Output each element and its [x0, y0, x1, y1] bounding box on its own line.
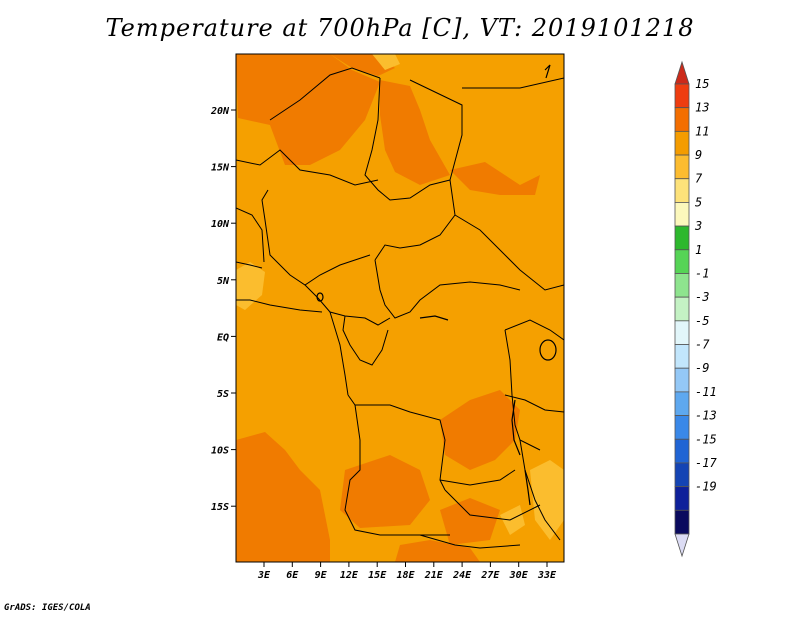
- lat-tick-label: 5N: [217, 276, 230, 287]
- map-frame: [235, 53, 565, 563]
- lon-tick-label: 30E: [509, 570, 529, 581]
- lat-tick-label: 15N: [211, 163, 230, 174]
- lon-tick-label: 27E: [480, 570, 500, 581]
- lon-tick-label: 15E: [368, 570, 387, 581]
- longitude-axis: 3E 6E 9E 12E 15E 18E 21E 24E 27E 30E 33E: [257, 562, 557, 581]
- colorbar-segment: [674, 83, 690, 109]
- colorbar-label: 13: [695, 101, 709, 115]
- warm-region: [380, 80, 450, 185]
- colorbar-label: -1: [695, 266, 709, 280]
- lat-tick-label: 5S: [217, 389, 229, 400]
- colorbar-label: -7: [695, 338, 710, 352]
- warm-region: [395, 540, 480, 562]
- lat-tick-label: 10S: [211, 446, 229, 457]
- lon-tick-label: 18E: [396, 570, 415, 581]
- colorbar-label: -15: [695, 432, 717, 446]
- colorbar-segment: [674, 273, 690, 298]
- colorbar-segment: [674, 154, 690, 180]
- colorbar-label: 5: [695, 195, 702, 209]
- lat-tick-label: 10N: [211, 219, 230, 230]
- colorbar-segment: [674, 415, 690, 440]
- lon-tick-label: 33E: [537, 570, 557, 581]
- colorbar-segment: [674, 486, 690, 511]
- warm-region: [440, 498, 500, 545]
- lon-tick-label: 6E: [286, 570, 299, 581]
- colorbar-segment: [674, 130, 690, 156]
- colorbar-label: -19: [695, 480, 717, 494]
- colorbar-label: 3: [694, 219, 702, 233]
- colorbar-bottom-arrow: [674, 533, 690, 558]
- colorbar-label: 15: [695, 77, 709, 91]
- colorbar-segment: [674, 391, 690, 416]
- colorbar-segment: [674, 438, 690, 464]
- lon-tick-label: 12E: [340, 570, 359, 581]
- colorbar-label: -9: [695, 361, 709, 375]
- latitude-axis: 20N 15N 10N 5N EQ 5S 10S 15S: [210, 106, 236, 513]
- colorbar-label: -11: [695, 385, 717, 399]
- colorbar-label: 9: [695, 148, 702, 162]
- lat-tick-label: 15S: [211, 502, 229, 513]
- colorbar-label: -3: [695, 290, 709, 304]
- lon-tick-label: 9E: [315, 570, 328, 581]
- colorbar-segment: [674, 320, 690, 345]
- cool-region: [530, 460, 564, 540]
- colorbar-label: 7: [695, 172, 703, 186]
- colorbar-segment: [674, 367, 690, 393]
- cool-region: [500, 505, 525, 535]
- cool-region: [372, 54, 400, 70]
- colorbar-segment: [674, 178, 690, 203]
- chart-title: Temperature at 700hPa [C], VT: 201910121…: [105, 14, 695, 42]
- warm-region: [450, 162, 540, 195]
- lat-tick-label: 20N: [210, 106, 230, 117]
- colorbar-segment: [674, 462, 690, 488]
- colorbar-label: -13: [695, 409, 717, 423]
- colorbar-label: -17: [695, 456, 717, 470]
- lon-tick-label: 24E: [452, 570, 472, 581]
- lakes: [316, 64, 557, 506]
- colorbar-label: 11: [695, 124, 709, 138]
- colorbar-segment: [674, 344, 690, 369]
- colorbar-top-arrow: [674, 60, 690, 85]
- colorbar: 15 13 11 9 7 5 3 1 -1 -3 -5 -7 -9 -11 -13 -15 -17 -19: [674, 60, 717, 558]
- warm-region: [236, 432, 330, 562]
- temperature-field: [236, 54, 564, 562]
- lon-tick-label: 3E: [257, 570, 271, 581]
- warm-region: [440, 390, 520, 470]
- credit-text: GrADS: IGES/COLA: [4, 603, 91, 613]
- colorbar-segment: [674, 509, 690, 535]
- colorbar-segment: [674, 225, 690, 251]
- colorbar-label: -5: [695, 314, 709, 328]
- colorbar-segment: [674, 296, 690, 322]
- cool-region: [236, 262, 265, 310]
- lat-tick-label: EQ: [217, 332, 229, 343]
- warm-region: [340, 455, 430, 528]
- warm-region: [236, 54, 380, 165]
- colorbar-label: 1: [695, 243, 702, 257]
- colorbar-segment: [674, 202, 690, 227]
- colorbar-segment: [674, 107, 690, 132]
- lon-tick-label: 21E: [424, 570, 444, 581]
- colorbar-segment: [674, 249, 690, 274]
